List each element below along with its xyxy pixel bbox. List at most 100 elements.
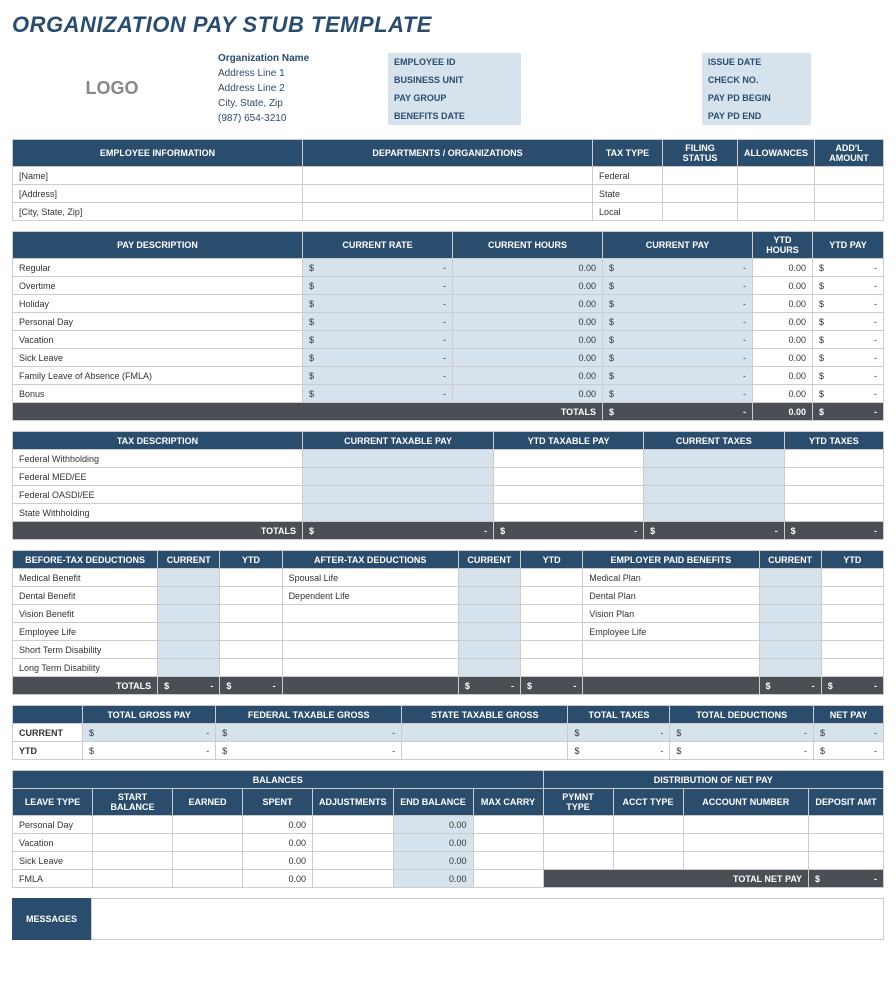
meta-label: PAY PD END: [702, 107, 811, 125]
org-l3: City, State, Zip: [218, 98, 283, 109]
totals-cell: $-: [458, 677, 520, 695]
meta-value: [521, 89, 678, 107]
col-header: CURRENT HOURS: [453, 232, 603, 259]
pay-ytdp: $-: [813, 367, 884, 385]
totals-cell: $-: [494, 522, 644, 540]
meta-label: ISSUE DATE: [702, 53, 811, 71]
pay-ytdh: 0.00: [753, 331, 813, 349]
col-header: CURRENT TAXES: [644, 432, 785, 450]
pay-hours: 0.00: [453, 331, 603, 349]
col-header: ADJUSTMENTS: [313, 789, 394, 816]
col-header: EMPLOYER PAID BENEFITS: [583, 551, 759, 569]
col-header: DEPOSIT AMT: [809, 789, 884, 816]
totals-cell: $-: [521, 677, 583, 695]
meta-label: PAY GROUP: [388, 89, 521, 107]
ded-before: Employee Life: [13, 623, 158, 641]
col-header: TAX DESCRIPTION: [13, 432, 303, 450]
summary-cell: [402, 742, 568, 760]
leave-type: Vacation: [13, 834, 93, 852]
ded-before: Short Term Disability: [13, 641, 158, 659]
col-header: TOTAL TAXES: [568, 706, 670, 724]
col-header: CURRENT TAXABLE PAY: [303, 432, 494, 450]
pay-desc: Vacation: [13, 331, 303, 349]
ded-emp: Medical Plan: [583, 569, 759, 587]
col-header: [13, 706, 83, 724]
net-pay-label: TOTAL NET PAY: [543, 870, 808, 888]
col-header: YTD: [220, 551, 282, 569]
ded-after: Spousal Life: [282, 569, 458, 587]
pay-table: PAY DESCRIPTION CURRENT RATE CURRENT HOU…: [12, 231, 884, 421]
tax-table: TAX DESCRIPTION CURRENT TAXABLE PAY YTD …: [12, 431, 884, 540]
totals-cell: $-: [303, 522, 494, 540]
summary-cell: $-: [814, 742, 884, 760]
ded-emp: [583, 659, 759, 677]
meta-value: [811, 53, 878, 71]
summary-cell: $-: [216, 724, 402, 742]
org-l4: (987) 654-3210: [218, 113, 286, 124]
bal-spent: 0.00: [243, 870, 313, 888]
col-header: TOTAL DEDUCTIONS: [670, 706, 814, 724]
totals-label: TOTALS: [13, 522, 303, 540]
pay-ytdp: $-: [813, 313, 884, 331]
ded-after: [282, 605, 458, 623]
pay-desc: Bonus: [13, 385, 303, 403]
summary-cell: $-: [568, 742, 670, 760]
pay-ytdh: 0.00: [753, 277, 813, 295]
pay-hours: 0.00: [453, 349, 603, 367]
col-header: ACCT TYPE: [613, 789, 683, 816]
col-header: START BALANCE: [93, 789, 173, 816]
col-header: LEAVE TYPE: [13, 789, 93, 816]
meta-label: CHECK NO.: [702, 71, 811, 89]
pay-curr: $-: [603, 259, 753, 277]
pay-hours: 0.00: [453, 367, 603, 385]
summary-cell: [402, 724, 568, 742]
meta-value: [811, 107, 878, 125]
totals-label: TOTALS: [13, 403, 603, 421]
pay-hours: 0.00: [453, 385, 603, 403]
pay-rate: $-: [303, 259, 453, 277]
col-header: CURRENT: [458, 551, 520, 569]
ded-emp: Dental Plan: [583, 587, 759, 605]
pay-curr: $-: [603, 349, 753, 367]
meta-value: [521, 107, 678, 125]
emp-cell: [Address]: [13, 185, 303, 203]
summary-cell: $-: [83, 742, 216, 760]
pay-rate: $-: [303, 385, 453, 403]
col-header: YTD: [521, 551, 583, 569]
deductions-table: BEFORE-TAX DEDUCTIONS CURRENT YTD AFTER-…: [12, 550, 884, 695]
col-header: AFTER-TAX DEDUCTIONS: [282, 551, 458, 569]
logo-placeholder: LOGO: [12, 48, 212, 129]
col-header: PYMNT TYPE: [543, 789, 613, 816]
pay-rate: $-: [303, 367, 453, 385]
pay-desc: Sick Leave: [13, 349, 303, 367]
col-header: CURRENT: [759, 551, 821, 569]
bal-end: 0.00: [393, 870, 473, 888]
pay-ytdp: $-: [813, 259, 884, 277]
col-header: TAX TYPE: [593, 140, 663, 167]
leave-type: FMLA: [13, 870, 93, 888]
emp-cell: [Name]: [13, 167, 303, 185]
pay-ytdh: 0.00: [753, 367, 813, 385]
tax-desc: Federal OASDI/EE: [13, 486, 303, 504]
totals-cell: [583, 677, 759, 695]
pay-ytdh: 0.00: [753, 385, 813, 403]
pay-rate: $-: [303, 277, 453, 295]
emp-cell: [City, State, Zip]: [13, 203, 303, 221]
col-header: YTD TAXES: [784, 432, 883, 450]
pay-ytdh: 0.00: [753, 349, 813, 367]
col-header: BEFORE-TAX DEDUCTIONS: [13, 551, 158, 569]
summary-cell: $-: [670, 742, 814, 760]
pay-curr: $-: [603, 313, 753, 331]
pay-ytdp: $-: [813, 385, 884, 403]
col-header: YTD TAXABLE PAY: [494, 432, 644, 450]
totals-cell: $-: [784, 522, 883, 540]
meta-label: BENEFITS DATE: [388, 107, 521, 125]
tax-desc: State Withholding: [13, 504, 303, 522]
row-label: YTD: [13, 742, 83, 760]
col-header: FEDERAL TAXABLE GROSS: [216, 706, 402, 724]
totals-cell: $-: [759, 677, 821, 695]
tax-type: Federal: [593, 167, 663, 185]
org-l2: Address Line 2: [218, 83, 285, 94]
summary-cell: $-: [814, 724, 884, 742]
meta-right-table: ISSUE DATE CHECK NO. PAY PD BEGIN PAY PD…: [702, 53, 878, 125]
